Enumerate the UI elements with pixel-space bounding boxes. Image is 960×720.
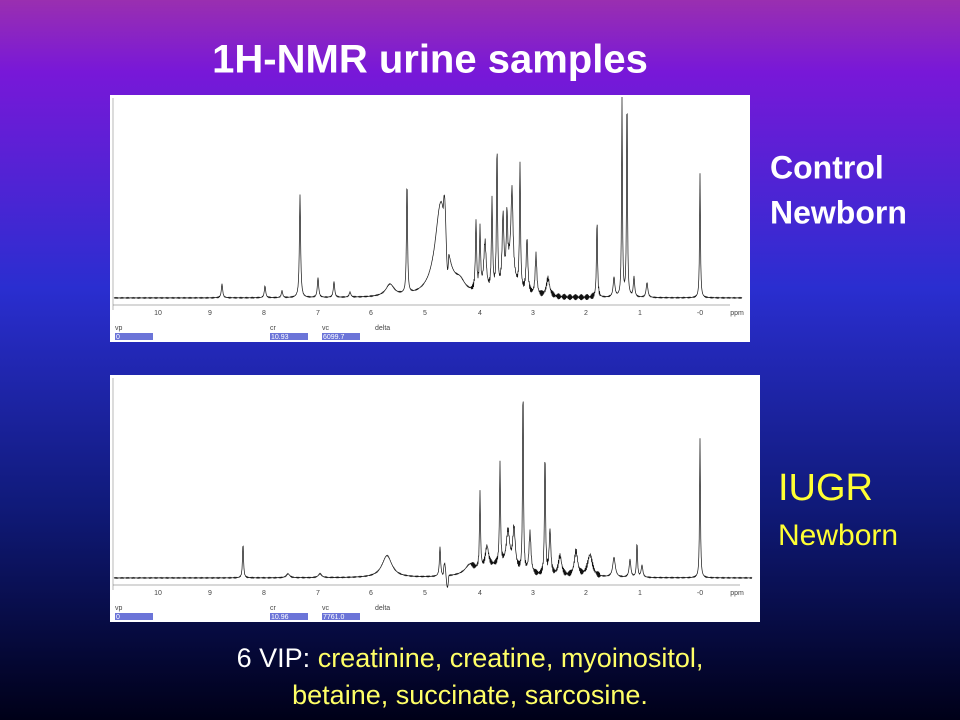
- axis-label: 5: [423, 310, 427, 317]
- footer-text: creatinine, creatine, myoinositol,: [318, 643, 704, 673]
- spectrum-trace: [113, 401, 753, 589]
- axis-label: -0: [697, 310, 703, 317]
- axis-label: 7: [316, 310, 320, 317]
- axis-label: 9: [208, 310, 212, 317]
- axis-label: 5: [423, 590, 427, 597]
- delta-label: delta: [375, 605, 390, 612]
- sample-label: Newborn: [770, 194, 907, 230]
- field-value: 10.93: [271, 334, 289, 341]
- axis-label: 6: [369, 590, 373, 597]
- panel-frame: [110, 375, 760, 622]
- axis-label: 8: [262, 590, 266, 597]
- field-name: vc: [322, 605, 330, 612]
- field-box: [270, 333, 308, 340]
- field-value: 0: [116, 334, 120, 341]
- field-value: 6099.7: [323, 334, 345, 341]
- spectra: 10 9 8 7 6 5 4 3 2 1 -0 ppmvp0cr10.93vc6099.7delta1…: [110, 95, 760, 622]
- sample-label: IUGR: [778, 467, 873, 509]
- axis-label: 7: [316, 590, 320, 597]
- axis-label: 6: [369, 310, 373, 317]
- field-name: vc: [322, 325, 330, 332]
- axis-label: 3: [531, 310, 535, 317]
- field-value: 7761.0: [323, 614, 345, 621]
- field-value: 0: [116, 614, 120, 621]
- field-box: [322, 333, 360, 340]
- spectrum-trace: [113, 96, 743, 301]
- panel-frame: [110, 95, 750, 342]
- slide-title: 1H-NMR urine samples: [212, 38, 648, 82]
- axis-label: -0: [697, 590, 703, 597]
- axis-label: 4: [478, 310, 482, 317]
- field-box: [270, 613, 308, 620]
- delta-label: delta: [375, 325, 390, 332]
- axis-label: 9: [208, 590, 212, 597]
- axis-label: 2: [584, 310, 588, 317]
- sample-label: Control: [770, 149, 884, 185]
- axis-label: 2: [584, 590, 588, 597]
- field-name: cr: [270, 605, 277, 612]
- field-box: [322, 613, 360, 620]
- axis-label: 10: [154, 310, 162, 317]
- spectrum-panel: 10 9 8 7 6 5 4 3 2 1 -0 ppm vp 0 cr 10.96 vc 7761.0 delta: [110, 375, 760, 622]
- field-box: [115, 333, 153, 340]
- axis-label: ppm: [730, 590, 744, 597]
- field-box: [115, 613, 153, 620]
- axis-label: 1: [638, 590, 642, 597]
- footer-line: 6 VIP: creatinine, creatine, myoinositol…: [237, 643, 704, 673]
- spectrum-panel: 10 9 8 7 6 5 4 3 2 1 -0 ppm vp 0 cr 10.93 vc 6099.7 delta: [110, 95, 750, 342]
- axis-label: 3: [531, 590, 535, 597]
- field-name: cr: [270, 325, 277, 332]
- field-value: 10.96: [271, 614, 289, 621]
- sample-label: Newborn: [778, 519, 898, 552]
- axis-label: 10: [154, 590, 162, 597]
- axis-label: 4: [478, 590, 482, 597]
- footer-prefix: 6 VIP:: [237, 643, 311, 673]
- footer-text: betaine, succinate, sarcosine.: [292, 680, 648, 710]
- axis-label: ppm: [730, 310, 744, 317]
- field-name: vp: [115, 605, 123, 612]
- field-name: vp: [115, 325, 123, 332]
- axis-label: 1: [638, 310, 642, 317]
- axis-label: 8: [262, 310, 266, 317]
